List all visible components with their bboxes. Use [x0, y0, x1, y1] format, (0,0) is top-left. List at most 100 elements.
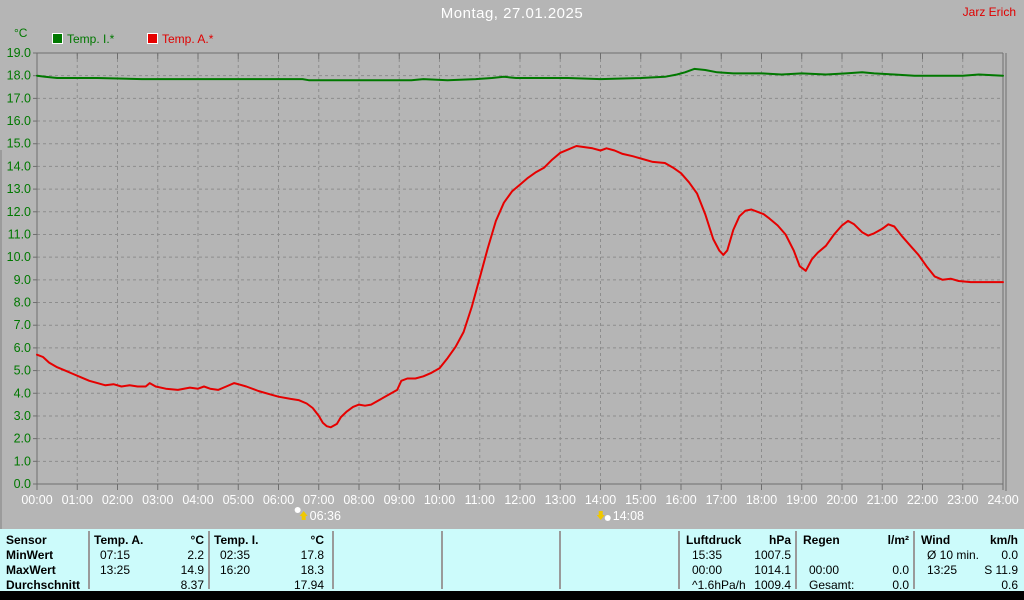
x-tick-label: 16:00 — [665, 493, 696, 507]
row-label-minwert: MinWert — [6, 548, 54, 562]
group-name: Luftdruck — [686, 533, 742, 547]
x-tick-label: 24:00 — [987, 493, 1018, 507]
x-tick-label: 19:00 — [786, 493, 817, 507]
x-tick-label: 06:00 — [263, 493, 294, 507]
legend-item-temp-i: Temp. I.* — [52, 31, 115, 46]
sunset-icon — [604, 515, 611, 521]
value-time: 16:20 — [220, 563, 251, 577]
x-tick-label: 14:00 — [585, 493, 616, 507]
y-tick-label: 15.0 — [7, 137, 31, 151]
x-tick-label: 18:00 — [746, 493, 777, 507]
value-number: 14.9 — [180, 563, 204, 577]
series-tempa — [36, 145, 1004, 429]
y-tick-label: 0.0 — [14, 477, 31, 491]
temperature-chart[interactable]: 00:00 01:00 02:00 03:00 04:00 05:00 06:00 07:00… — [0, 0, 1024, 529]
x-tick-label: 12:00 — [504, 493, 535, 507]
y-tick-label: 11.0 — [8, 227, 31, 241]
x-tick-label: 04:00 — [182, 493, 213, 507]
value-number: 0.0 — [892, 563, 909, 577]
value-number: 8.37 — [180, 578, 204, 592]
legend-label: Temp. I.* — [67, 31, 115, 46]
sunrise-arrow-icon — [299, 511, 308, 520]
y-tick-label: 5.0 — [14, 364, 31, 378]
value-time: ^1.6hPa/h — [692, 578, 746, 592]
y-tick-label: 7.0 — [14, 318, 31, 332]
group-name: Regen — [803, 533, 840, 547]
value-number: S 11.9 — [984, 563, 1018, 577]
group-unit: °C — [310, 533, 324, 547]
y-tick-label: 3.0 — [14, 409, 31, 423]
x-tick-label: 15:00 — [625, 493, 656, 507]
x-tick-label: 10:00 — [424, 493, 455, 507]
value-time: 02:35 — [220, 548, 251, 562]
y-tick-label: 6.0 — [14, 341, 31, 355]
x-tick-label: 13:00 — [545, 493, 576, 507]
table-separator — [332, 531, 334, 589]
sun-marker-label: 06:36 — [310, 509, 341, 523]
value-time: Gesamt: — [809, 578, 855, 592]
x-tick-label: 02:00 — [102, 493, 133, 507]
statistics-table: Sensor MinWert MaxWert Durchschnitt Temp. A.… — [0, 529, 1024, 592]
x-tick-label: 20:00 — [826, 493, 857, 507]
value-number: 1009.4 — [754, 578, 791, 592]
sunrise-icon — [294, 507, 301, 513]
page-title: Montag, 27.01.2025 — [440, 5, 584, 22]
y-tick-label: 17.0 — [7, 91, 31, 105]
green-series-swatch-icon — [52, 33, 63, 44]
x-tick-label: 05:00 — [223, 493, 254, 507]
y-tick-label: 16.0 — [7, 114, 31, 128]
value-number: 17.94 — [293, 578, 324, 592]
group-name: Temp. A. — [94, 533, 144, 547]
row-label-sensor: Sensor — [6, 533, 47, 547]
group-name: Temp. I. — [214, 533, 259, 547]
x-tick-label: 00:00 — [21, 493, 52, 507]
value-time: 15:35 — [692, 548, 723, 562]
group-unit: °C — [190, 533, 204, 547]
value-number: 1007.5 — [754, 548, 791, 562]
value-number: 2.2 — [187, 548, 204, 562]
table-separator — [678, 531, 680, 589]
y-tick-label: 4.0 — [14, 386, 31, 400]
x-tick-label: 21:00 — [867, 493, 898, 507]
y-tick-label: 12.0 — [7, 205, 31, 219]
value-number: 18.3 — [300, 563, 324, 577]
y-tick-label: 13.0 — [7, 182, 31, 196]
row-label-maxwert: MaxWert — [6, 563, 56, 577]
y-tick-label: 8.0 — [14, 296, 31, 310]
legend-label: Temp. A.* — [162, 31, 214, 46]
value-number: 17.8 — [300, 548, 324, 562]
value-time: 07:15 — [100, 548, 131, 562]
y-axis-unit-label: °C — [14, 26, 28, 40]
x-tick-label: 11:00 — [465, 493, 495, 507]
x-tick-label: 22:00 — [907, 493, 938, 507]
value-time: 00:00 — [692, 563, 723, 577]
value-number: 1014.1 — [754, 563, 791, 577]
value-time: 13:25 — [927, 563, 958, 577]
x-tick-label: 07:00 — [303, 493, 334, 507]
value-time: 00:00 — [809, 563, 840, 577]
y-tick-label: 19.0 — [7, 46, 31, 60]
value-time: 13:25 — [100, 563, 131, 577]
bottom-black-strip — [0, 591, 1024, 600]
window-edge-strip — [0, 150, 2, 591]
x-tick-label: 17:00 — [706, 493, 737, 507]
y-tick-label: 10.0 — [7, 250, 31, 264]
user-name: Jarz Erich — [962, 5, 1016, 19]
x-tick-label: 01:00 — [62, 493, 93, 507]
x-tick-label: 09:00 — [384, 493, 415, 507]
red-series-swatch-icon — [147, 33, 158, 44]
y-tick-label: 2.0 — [14, 432, 31, 446]
group-unit: hPa — [768, 533, 791, 547]
group-name: Wind — [921, 533, 951, 547]
x-tick-label: 23:00 — [947, 493, 978, 507]
x-tick-label: 08:00 — [343, 493, 374, 507]
sunset-arrow-icon — [596, 511, 605, 520]
table-separator — [913, 531, 915, 589]
series-tempi — [36, 67, 1004, 82]
value-number: 0.0 — [892, 578, 909, 592]
row-label-durchschnitt: Durchschnitt — [6, 578, 81, 592]
value-number: 0.6 — [1001, 578, 1018, 592]
legend-item-temp-a: Temp. A.* — [147, 31, 214, 46]
value-number: 0.0 — [1001, 548, 1018, 562]
y-tick-label: 9.0 — [14, 273, 31, 287]
